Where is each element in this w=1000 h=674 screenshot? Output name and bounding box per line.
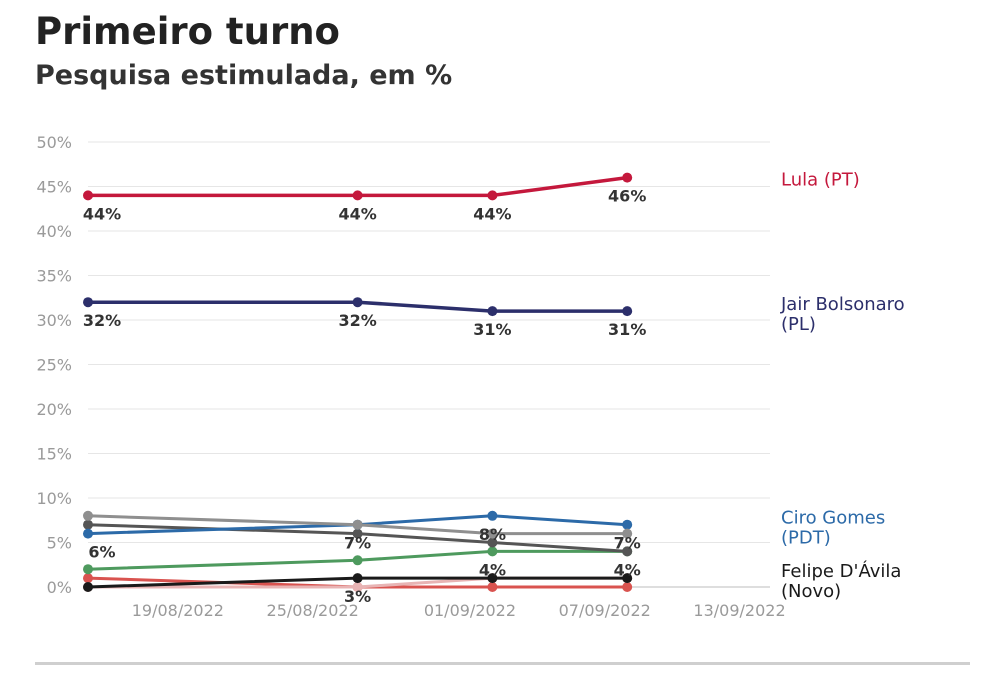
data-point bbox=[352, 582, 363, 592]
data-point bbox=[487, 573, 498, 584]
y-tick-label: 40% bbox=[36, 222, 72, 241]
data-point bbox=[622, 582, 633, 592]
data-label: 32% bbox=[338, 311, 376, 330]
data-point bbox=[622, 546, 633, 557]
data-point bbox=[487, 510, 498, 521]
data-point bbox=[83, 564, 93, 575]
data-label: 31% bbox=[473, 320, 511, 339]
data-point bbox=[622, 306, 633, 317]
data-label: 7% bbox=[344, 534, 371, 553]
series-line bbox=[86, 300, 629, 313]
data-point bbox=[83, 582, 93, 592]
series-line bbox=[86, 175, 629, 198]
series-line bbox=[86, 514, 629, 536]
data-point bbox=[487, 582, 498, 592]
series-line bbox=[86, 549, 629, 571]
data-point bbox=[352, 528, 363, 539]
x-tick-label: 25/08/2022 bbox=[267, 601, 359, 620]
data-point bbox=[83, 528, 93, 539]
data-label: 8% bbox=[479, 525, 506, 544]
x-tick-label: 01/09/2022 bbox=[424, 601, 516, 620]
footer-divider bbox=[35, 662, 970, 665]
series-line bbox=[86, 576, 629, 589]
series-name-label: Ciro Gomes (PDT) bbox=[781, 508, 885, 549]
data-point bbox=[352, 519, 363, 530]
data-point bbox=[622, 573, 633, 584]
chart-subtitle: Pesquisa estimulada, em % bbox=[35, 60, 453, 91]
data-label: 44% bbox=[83, 204, 121, 223]
data-point bbox=[487, 528, 498, 539]
data-point bbox=[622, 519, 633, 530]
x-tick-label: 07/09/2022 bbox=[559, 601, 651, 620]
y-tick-label: 0% bbox=[47, 578, 72, 597]
y-tick-label: 50% bbox=[36, 133, 72, 152]
data-point bbox=[352, 190, 363, 201]
data-point bbox=[83, 297, 93, 308]
data-label: 31% bbox=[608, 320, 646, 339]
y-tick-label: 35% bbox=[36, 267, 72, 286]
y-tick-label: 30% bbox=[36, 311, 72, 330]
data-point bbox=[352, 573, 363, 584]
series-line bbox=[86, 514, 629, 536]
data-point bbox=[83, 510, 93, 521]
data-label: 6% bbox=[88, 543, 115, 562]
y-tick-label: 10% bbox=[36, 489, 72, 508]
data-label: 44% bbox=[338, 204, 376, 223]
y-tick-label: 45% bbox=[36, 178, 72, 197]
data-point bbox=[622, 172, 633, 183]
data-point bbox=[622, 528, 633, 539]
chart-title: Primeiro turno bbox=[35, 10, 340, 53]
x-tick-label: 19/08/2022 bbox=[132, 601, 224, 620]
series-name-label: Felipe D'Ávila (Novo) bbox=[781, 560, 901, 602]
grid-lines bbox=[88, 141, 770, 588]
data-label: 7% bbox=[614, 534, 641, 553]
x-tick-label: 13/09/2022 bbox=[693, 601, 785, 620]
data-label: 32% bbox=[83, 311, 121, 330]
y-tick-label: 15% bbox=[36, 445, 72, 464]
data-label: 4% bbox=[479, 560, 506, 579]
data-point bbox=[487, 190, 498, 201]
axis-labels: 0% 5% 10% 15% 20% 25% 30% 35% 40% 45% 50% 19/08/202… bbox=[36, 133, 785, 620]
data-point bbox=[83, 190, 93, 201]
y-tick-label: 5% bbox=[47, 534, 72, 553]
y-tick-label: 25% bbox=[36, 356, 72, 375]
data-labels: 44% 44% 44% 46% 32% 32% 31% 31% 6% 7% 8% 7% 4% 4% 3% Lu… bbox=[83, 170, 905, 606]
data-label: 44% bbox=[473, 204, 511, 223]
series-name-label: Jair Bolsonaro (PL) bbox=[780, 294, 905, 335]
data-point bbox=[487, 546, 498, 557]
data-point bbox=[83, 519, 93, 530]
data-point bbox=[352, 555, 363, 566]
data-label: 3% bbox=[344, 587, 371, 606]
series-lines bbox=[83, 172, 633, 592]
data-point bbox=[487, 306, 498, 317]
data-point bbox=[83, 573, 93, 584]
series-name-label: Lula (PT) bbox=[781, 170, 860, 191]
data-label: 4% bbox=[614, 560, 641, 579]
data-point bbox=[352, 297, 363, 308]
data-point bbox=[487, 537, 498, 548]
data-label: 46% bbox=[608, 187, 646, 206]
y-tick-label: 20% bbox=[36, 400, 72, 419]
